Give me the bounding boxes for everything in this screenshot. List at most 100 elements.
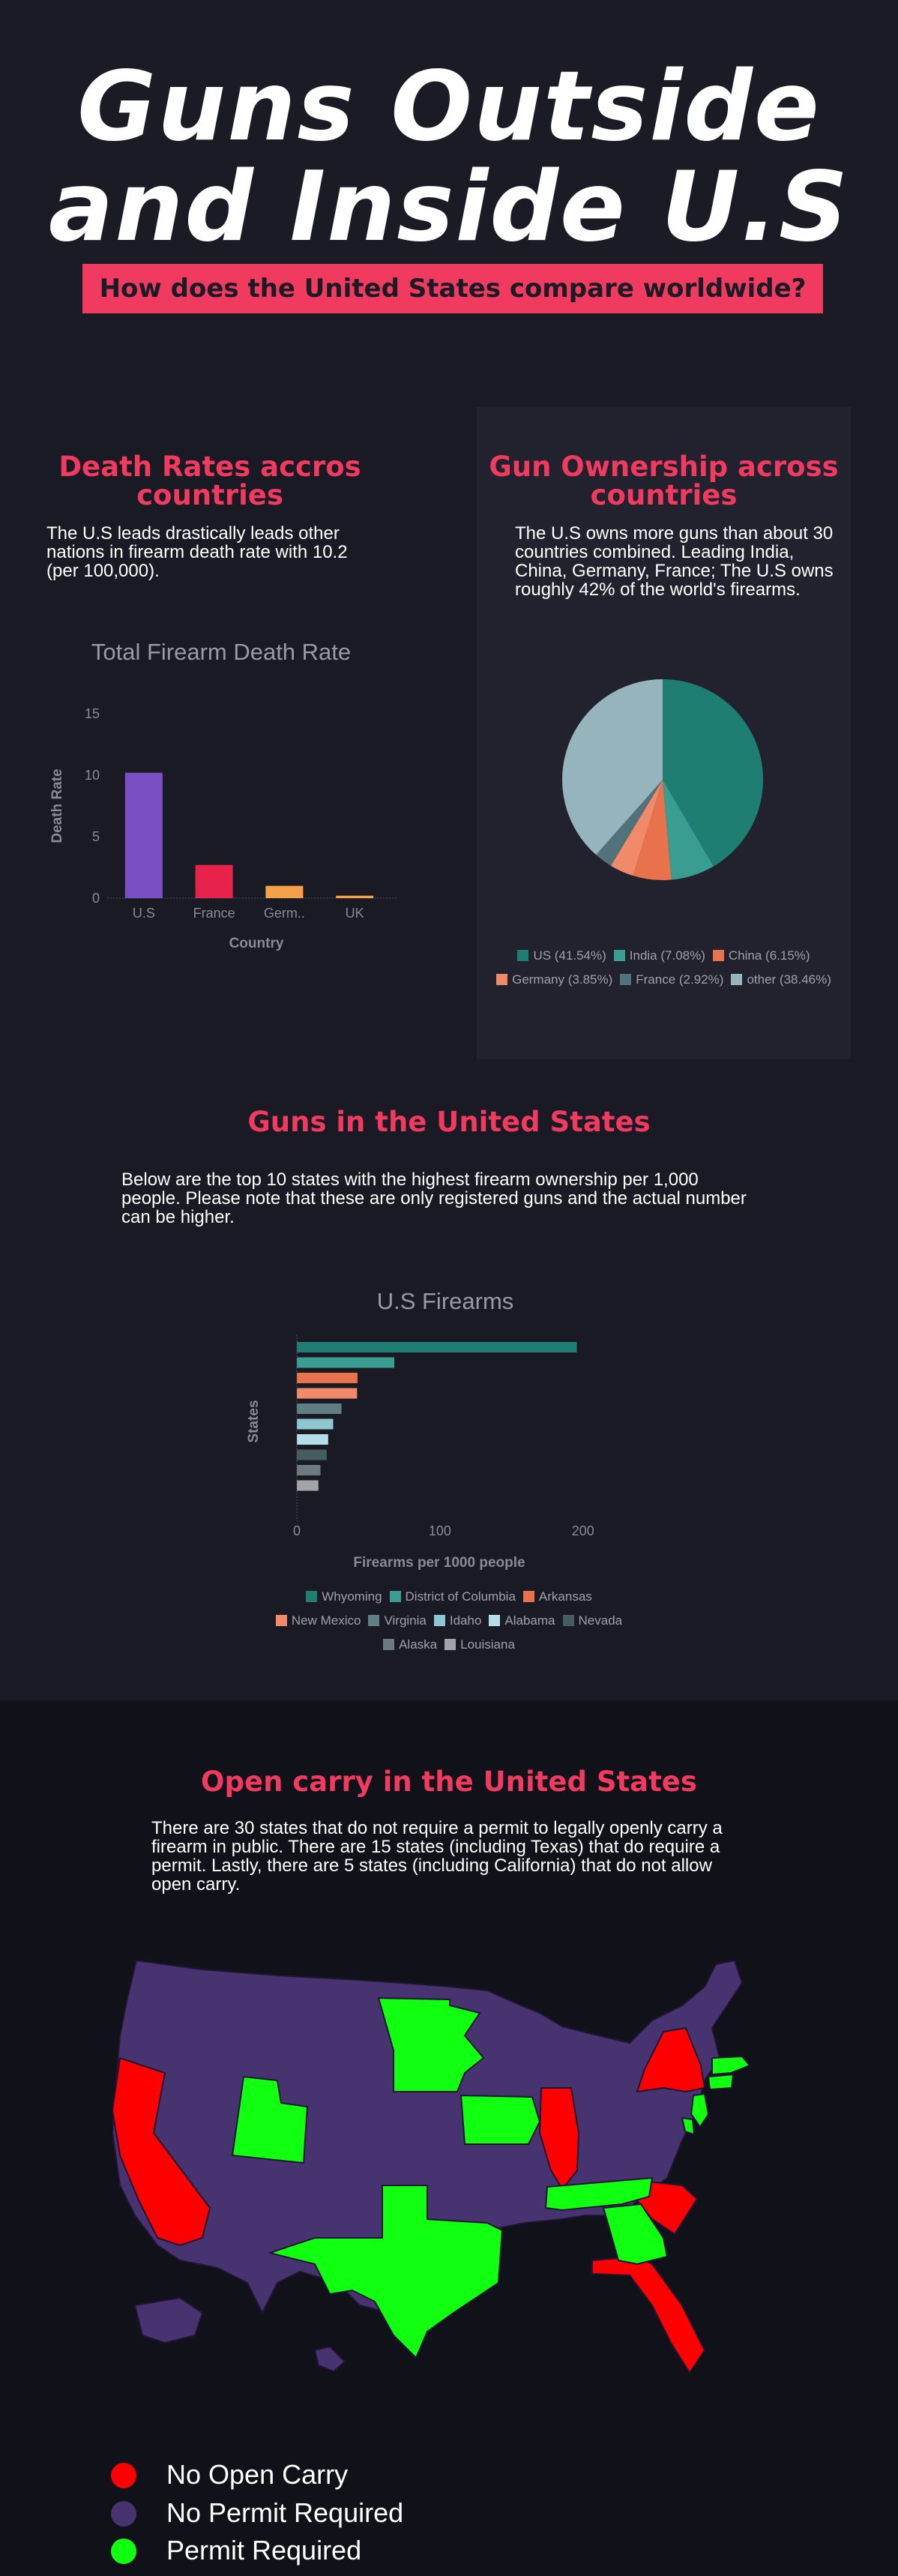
- state-bar: [297, 1357, 394, 1368]
- legend-swatch: [620, 974, 632, 985]
- death-rates-text: The U.S leads drastically leads other na…: [46, 523, 348, 581]
- state-bar: [297, 1434, 328, 1445]
- hero-header: Guns Outside and Inside U.S How does the…: [0, 0, 898, 375]
- map-georgia: [602, 2203, 669, 2266]
- legend-swatch: [562, 1615, 574, 1626]
- open-carry-text: There are 30 states that do not require …: [151, 1818, 723, 1895]
- map-texas: [267, 2185, 504, 2359]
- map-connecticut-ri: [707, 2073, 735, 2091]
- pie-legend-item: US (41.54%): [517, 944, 606, 968]
- death-x-tick: France: [193, 906, 235, 921]
- map-hawaii: [313, 2345, 346, 2373]
- death-rate-bar-chart: 0 5 10 15 U.S France Germ.. UK Death Rate Count…: [49, 706, 397, 951]
- open-carry-us-map: [112, 1960, 751, 2374]
- death-x-axis-label: Country: [229, 936, 284, 951]
- states-legend-item: New Mexico: [275, 1609, 361, 1633]
- states-x-tick: 100: [429, 1523, 451, 1538]
- legend-label: Germany (3.85%): [512, 972, 613, 987]
- pie-slice: [562, 679, 663, 855]
- states-x-axis-label: Firearms per 1000 people: [353, 1555, 525, 1571]
- map-delaware-md: [681, 2116, 696, 2136]
- map-utah: [231, 2075, 309, 2164]
- us-firearms-bar-chart: 0 100 200 States Firearms per 1000 people: [246, 1334, 594, 1571]
- states-x-tick: 0: [293, 1523, 301, 1538]
- pie-slice: [663, 679, 763, 867]
- gun-ownership-panel: Gun Ownership across countries The U.S o…: [477, 407, 851, 1059]
- state-bar: [297, 1418, 334, 1430]
- legend-swatch: [275, 1615, 287, 1626]
- death-y-tick: 15: [85, 706, 100, 721]
- death-x-tick: UK: [346, 906, 364, 921]
- states-section-text: Below are the top 10 states with the hig…: [121, 1170, 747, 1227]
- death-chart-title: Total Firearm Death Rate: [91, 639, 352, 665]
- legend-label: Virginia: [384, 1613, 427, 1628]
- pie-slice: [610, 780, 663, 876]
- no-permit-swatch: [111, 2501, 136, 2527]
- map-illinois: [538, 2087, 580, 2191]
- pie-legend-item: France (2.92%): [620, 968, 723, 992]
- pie-legend-item: China (6.15%): [712, 944, 810, 968]
- legend-label: China (6.15%): [728, 948, 810, 963]
- legend-swatch: [389, 1591, 401, 1602]
- map-legend-label: No Permit Required: [166, 2497, 404, 2528]
- state-bar: [297, 1465, 321, 1475]
- pie-slice: [633, 780, 672, 880]
- open-carry-section: Open carry in the United States There ar…: [0, 1700, 898, 2576]
- map-minnesota: [377, 1996, 485, 2092]
- ownership-text: The U.S owns more guns than about 30 cou…: [515, 523, 834, 600]
- legend-label: India (7.08%): [629, 948, 705, 963]
- open-carry-title: Open carry in the United States: [201, 1766, 697, 1798]
- legend-swatch: [522, 1591, 534, 1602]
- no-open-carry-swatch: [111, 2463, 136, 2488]
- legend-label: US (41.54%): [533, 948, 606, 963]
- map-iowa: [459, 2094, 541, 2145]
- legend-swatch: [613, 950, 625, 961]
- states-legend-item: Louisiana: [445, 1633, 515, 1657]
- states-legend: Whyoming District of Columbia Arkansas New …: [235, 1585, 663, 1657]
- states-legend-item: Alaska: [383, 1633, 437, 1657]
- pie-legend-item: other (38.46%): [731, 968, 831, 992]
- legend-swatch: [383, 1639, 395, 1650]
- legend-swatch: [433, 1615, 445, 1626]
- legend-swatch: [445, 1639, 456, 1650]
- death-bar: [195, 864, 233, 898]
- pie-legend-item: Germany (3.85%): [496, 968, 612, 992]
- state-bar: [297, 1388, 358, 1399]
- state-bar: [297, 1342, 577, 1352]
- states-x-tick: 200: [572, 1523, 594, 1538]
- ownership-title-line1: Gun Ownership across: [489, 451, 839, 483]
- legend-label: Nevada: [578, 1613, 623, 1628]
- state-bar: [297, 1373, 358, 1383]
- legend-swatch: [517, 950, 529, 961]
- permit-required-swatch: [111, 2539, 136, 2564]
- states-y-axis-label: States: [246, 1400, 262, 1442]
- legend-label: Idaho: [449, 1613, 482, 1628]
- legend-swatch: [712, 950, 724, 961]
- death-x-tick: Germ..: [264, 906, 305, 921]
- states-legend-item: Virginia: [368, 1609, 427, 1633]
- states-legend-item: Nevada: [562, 1609, 623, 1633]
- states-legend-item: Arkansas: [522, 1585, 592, 1609]
- subtitle-banner: How does the United States compare world…: [82, 264, 823, 313]
- map-legend-label: Permit Required: [166, 2535, 362, 2566]
- pie-slice: [596, 780, 663, 866]
- death-bar: [124, 772, 163, 898]
- gun-ownership-pie-chart: [562, 679, 763, 880]
- death-y-tick: 0: [92, 891, 100, 906]
- legend-swatch: [496, 974, 508, 985]
- states-chart-title: U.S Firearms: [376, 1288, 514, 1314]
- states-legend-item: Idaho: [433, 1609, 482, 1633]
- pie-slice: [663, 780, 714, 880]
- legend-swatch: [368, 1615, 380, 1626]
- map-new-jersey: [690, 2092, 710, 2128]
- death-x-tick: U.S: [133, 906, 155, 921]
- legend-label: Whyoming: [322, 1589, 382, 1604]
- legend-label: Alabama: [504, 1613, 555, 1628]
- state-bar: [297, 1480, 319, 1491]
- legend-label: France (2.92%): [636, 972, 724, 987]
- legend-label: Alaska: [399, 1637, 438, 1652]
- death-y-tick: 5: [92, 829, 100, 844]
- legend-label: District of Columbia: [405, 1589, 516, 1604]
- page-title-line1: Guns Outside: [77, 51, 821, 163]
- pie-legend: US (41.54%) India (7.08%) China (6.15%) Ger…: [477, 944, 851, 992]
